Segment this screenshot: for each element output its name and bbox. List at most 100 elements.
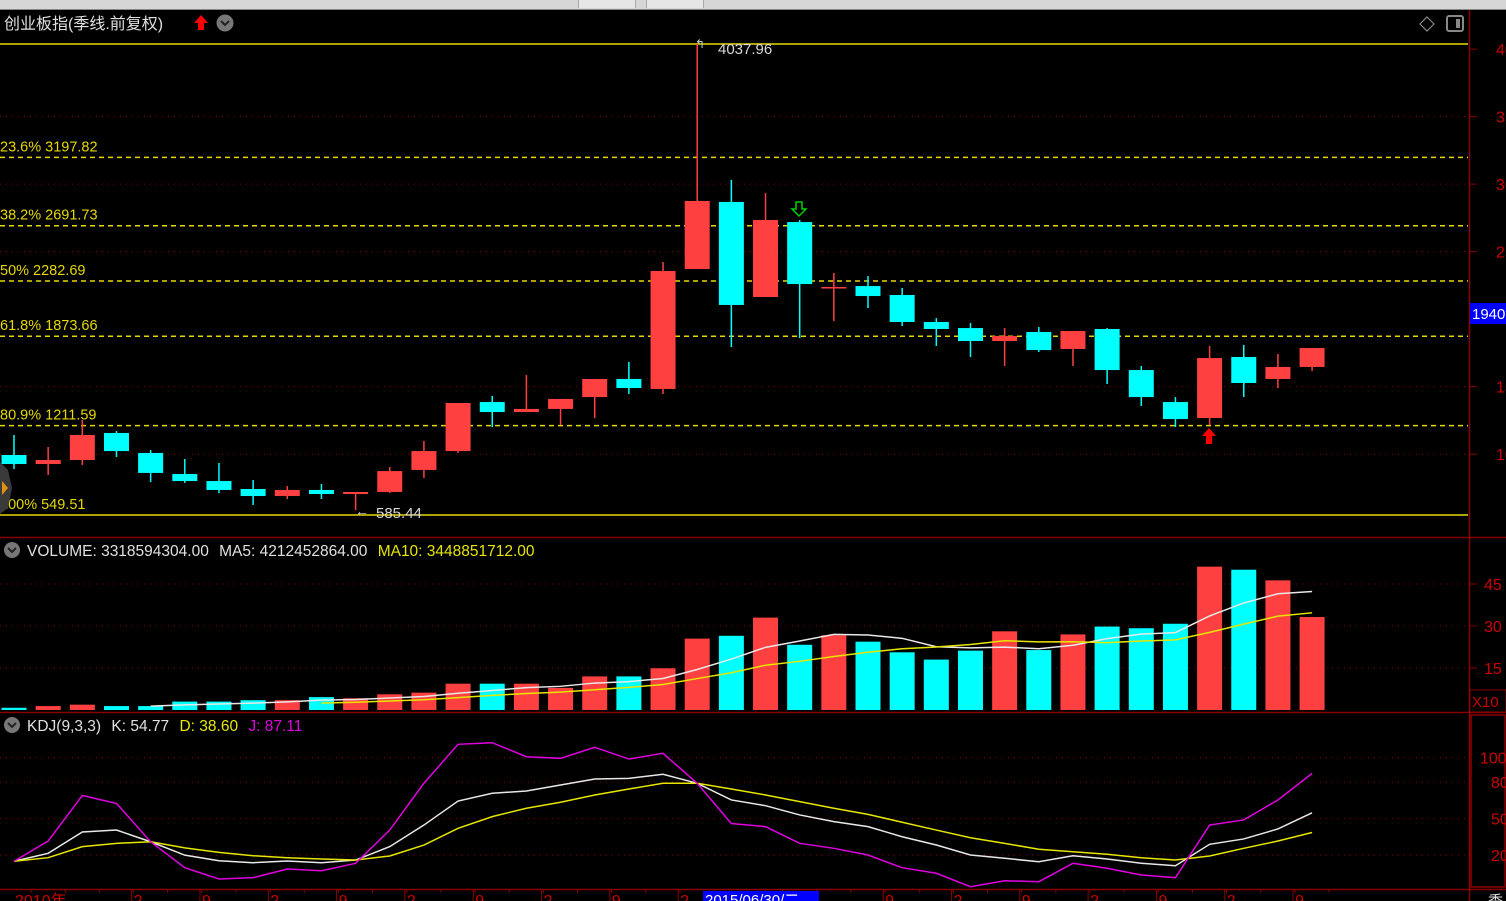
candle-body xyxy=(684,200,710,270)
price-tick-label: 1000 xyxy=(1496,447,1506,464)
ma10-value: MA10: 3448851712.00 xyxy=(378,543,535,560)
time-label: 9 xyxy=(612,893,621,901)
candle-body xyxy=(172,474,198,482)
volume-bar xyxy=(684,638,710,710)
svg-text:1940: 1940 xyxy=(1472,306,1505,323)
volume-unit-label: X10 xyxy=(1472,694,1499,711)
candle-body xyxy=(1094,329,1120,371)
time-label: 2 xyxy=(953,893,962,901)
volume-bar xyxy=(787,644,813,710)
low-annotation: ← 585.44 xyxy=(355,503,422,522)
volume-bar xyxy=(377,694,403,710)
volume-tick-label: 15 xyxy=(1484,661,1502,678)
fib-label: 100% 549.51 xyxy=(0,497,85,513)
time-label: 9 xyxy=(1022,893,1031,901)
time-label: 9 xyxy=(475,893,484,901)
volume-bar xyxy=(1060,634,1086,710)
time-label: 2 xyxy=(1227,893,1236,901)
fib-label: 50% 2282.69 xyxy=(0,263,85,279)
time-label: 9 xyxy=(339,893,348,901)
candlesticks xyxy=(1,43,1325,511)
candle-body xyxy=(1162,402,1188,420)
candle-body xyxy=(308,489,334,495)
d-value: D: 38.60 xyxy=(179,718,238,735)
volume-bar xyxy=(479,683,505,710)
j-value: J: 87.11 xyxy=(248,718,302,735)
left-scroll-handle[interactable] xyxy=(0,462,12,514)
ma5-value: MA5: 4212452864.00 xyxy=(219,543,368,560)
candle-body xyxy=(1265,366,1291,379)
candle-body xyxy=(923,321,949,330)
candle-body xyxy=(855,286,881,297)
candle-body xyxy=(206,481,232,490)
chevron-down-circle-icon[interactable] xyxy=(4,717,20,733)
candle-body xyxy=(1231,356,1257,384)
volume-bar xyxy=(103,706,129,710)
volume-ma5-line xyxy=(150,590,1313,707)
current-price-badge: 1940 xyxy=(1470,303,1506,324)
volume-bars xyxy=(1,566,1325,710)
candle-body xyxy=(69,434,95,460)
kdj-d-line xyxy=(13,782,1313,862)
volume-bar xyxy=(923,659,949,710)
candle-body xyxy=(753,220,779,298)
volume-unit-box xyxy=(1469,689,1506,713)
price-tick-label: 4000 xyxy=(1496,42,1506,59)
volume-bar xyxy=(274,700,300,710)
volume-bar xyxy=(138,706,164,710)
candle-body xyxy=(35,459,61,465)
fib-label: 23.6% 3197.82 xyxy=(0,139,98,155)
time-label: 9 xyxy=(1295,893,1304,901)
candle-body xyxy=(582,378,608,398)
volume-bar xyxy=(240,700,266,710)
svg-text:2015/06/30/二: 2015/06/30/二 xyxy=(705,892,799,901)
candle-body xyxy=(1026,331,1052,351)
candle-body xyxy=(240,489,266,497)
volume-bar xyxy=(1026,650,1052,710)
volume-bar xyxy=(69,704,95,710)
cursor-date-badge: 2015/06/30/二 xyxy=(703,891,819,901)
chevron-down-circle-icon[interactable] xyxy=(216,14,234,32)
candle-body xyxy=(1060,331,1086,349)
candle-body xyxy=(889,294,915,322)
candle-body xyxy=(377,471,403,492)
green-down-arrow-icon xyxy=(790,201,808,218)
volume-bar xyxy=(1265,580,1291,710)
window-top-bar xyxy=(0,0,1506,10)
time-label: 2 xyxy=(1090,893,1099,901)
window-tab[interactable] xyxy=(578,0,636,8)
volume-bar xyxy=(889,652,915,710)
diamond-icon[interactable] xyxy=(1419,16,1435,32)
kdj-j-line xyxy=(13,741,1313,888)
candle-body xyxy=(513,408,539,413)
window-tab[interactable] xyxy=(646,0,704,8)
time-label: 2 xyxy=(270,893,279,901)
volume-bar xyxy=(206,701,232,710)
candle-body xyxy=(103,432,129,452)
fib-label: 80.9% 1211.59 xyxy=(0,408,96,424)
volume-bar xyxy=(957,650,983,710)
candle-body xyxy=(411,451,437,470)
volume-ma10-line xyxy=(321,612,1313,704)
low-label: 585.44 xyxy=(376,505,422,522)
volume-bar xyxy=(650,668,676,710)
time-label: 2 xyxy=(134,893,143,901)
candle-body xyxy=(1299,348,1325,367)
volume-header: VOLUME: 3318594304.00 MA5: 4212452864.00… xyxy=(27,543,535,560)
volume-bar xyxy=(35,706,61,710)
chart-title: 创业板指(季线.前复权) xyxy=(4,15,163,33)
kdj-header: KDJ(9,3,3) K: 54.77 D: 38.60 J: 87.11 xyxy=(27,718,302,735)
volume-bar xyxy=(1231,569,1257,710)
kdj-axis-box xyxy=(1470,714,1506,888)
candle-body xyxy=(1128,370,1154,398)
panel-toggle-icon[interactable] xyxy=(1446,15,1464,32)
candle-body xyxy=(479,402,505,413)
red-up-arrow-icon xyxy=(1202,428,1216,444)
volume-bar xyxy=(548,687,574,710)
volume-bar xyxy=(821,635,847,710)
chart-frame xyxy=(0,10,1506,901)
candle-body xyxy=(548,398,574,409)
volume-bar xyxy=(1162,623,1188,710)
chevron-down-circle-icon[interactable] xyxy=(4,542,20,558)
